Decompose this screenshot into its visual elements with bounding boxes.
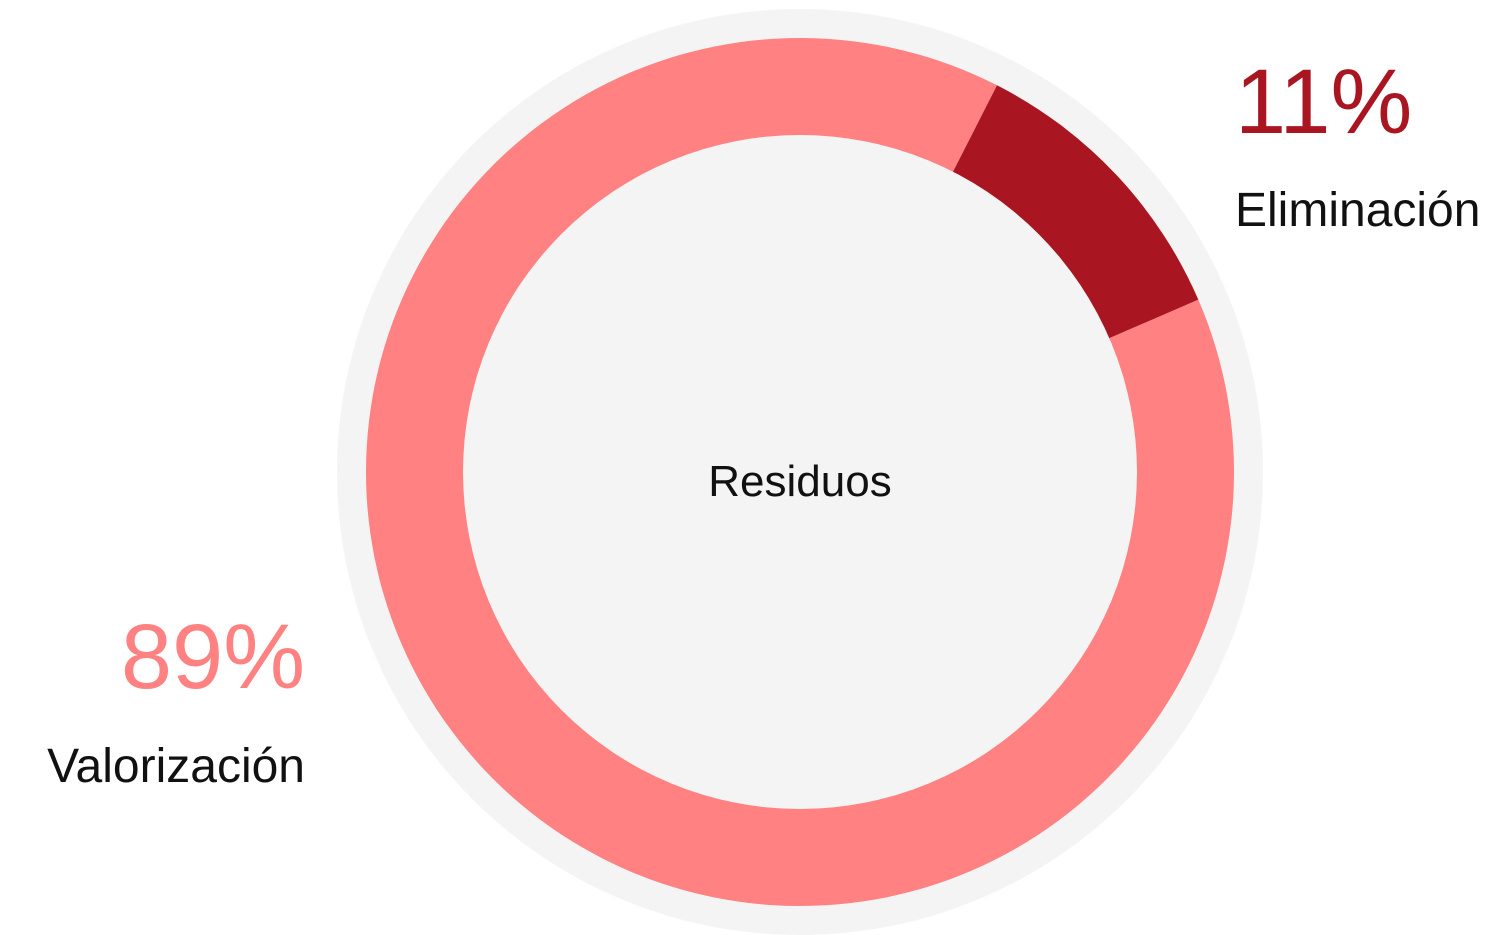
value-label: 11% (1235, 51, 1412, 153)
category-label: Eliminación (1235, 184, 1480, 237)
center-label: Residuos (708, 457, 891, 506)
category-label: Valorización (47, 740, 305, 793)
donut-hole (463, 135, 1137, 809)
value-label: 89% (121, 606, 305, 708)
